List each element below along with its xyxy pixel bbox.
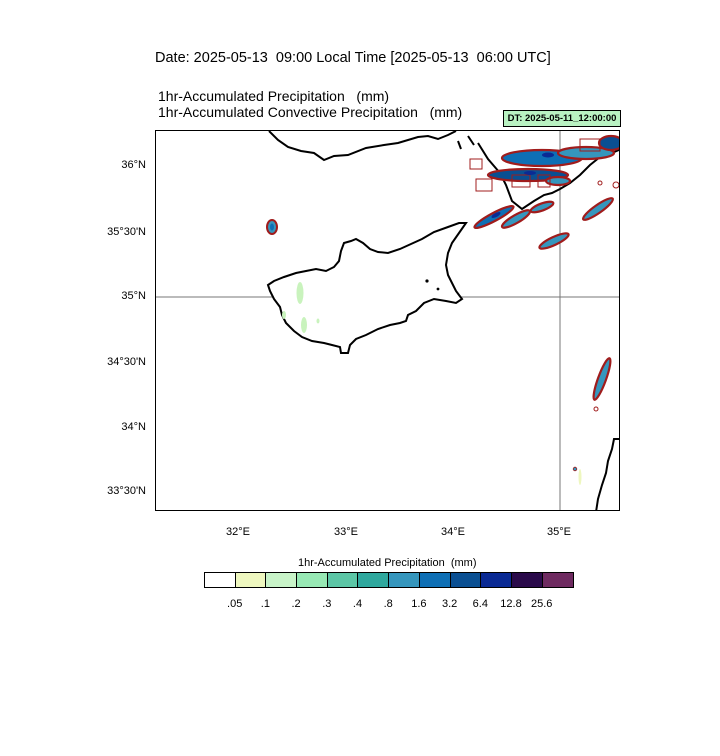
colorbar-swatch bbox=[542, 573, 574, 587]
lat-label-35-30n: 35°30'N bbox=[107, 226, 146, 238]
lon-label-35e: 35°E bbox=[547, 526, 571, 538]
lon-label-33e: 33°E bbox=[334, 526, 358, 538]
colorbar-swatch bbox=[297, 573, 328, 587]
convective-core bbox=[469, 138, 619, 412]
colorbar-swatch bbox=[419, 573, 451, 587]
colorbar-tick-label: 12.8 bbox=[500, 598, 522, 610]
precip-title: 1hr-Accumulated Precipitation (mm) bbox=[158, 88, 390, 104]
colorbar-tick-label: .05 bbox=[227, 598, 243, 610]
colorbar-tick-label: 1.6 bbox=[411, 598, 427, 610]
map-panel bbox=[155, 130, 620, 511]
colorbar bbox=[204, 572, 575, 588]
colorbar-swatch bbox=[358, 573, 390, 587]
colorbar-swatch bbox=[511, 573, 543, 587]
levant-coastline bbox=[595, 438, 619, 510]
dt-badge: DT: 2025-05-11_12:00:00 bbox=[503, 110, 621, 127]
colorbar-title: 1hr-Accumulated Precipitation (mm) bbox=[298, 557, 477, 569]
lat-label-34-30n: 34°30'N bbox=[107, 356, 146, 368]
lon-label-32e: 32°E bbox=[226, 526, 250, 538]
lat-label-36n: 36°N bbox=[121, 159, 146, 171]
map-canvas bbox=[156, 131, 619, 510]
colorbar-tick-label: 3.2 bbox=[441, 598, 458, 610]
lat-label-35n: 35°N bbox=[121, 290, 146, 302]
lat-label-33-30n: 33°30'N bbox=[107, 485, 146, 497]
turkey-coastline bbox=[268, 131, 457, 162]
colorbar-tick-label: .8 bbox=[383, 598, 393, 610]
lat-label-34n: 34°N bbox=[121, 421, 146, 433]
lon-label-34e: 34°E bbox=[441, 526, 465, 538]
colorbar-tick-label: .4 bbox=[352, 598, 363, 610]
colorbar-tick-label: .3 bbox=[322, 598, 332, 610]
convective-precip-title: 1hr-Accumulated Convective Precipitation… bbox=[158, 104, 463, 120]
convective-band-north bbox=[473, 134, 619, 401]
colorbar-tick-label: .1 bbox=[260, 598, 270, 610]
colorbar-swatch bbox=[481, 573, 512, 587]
colorbar-swatch bbox=[235, 573, 267, 587]
colorbar-tick-label: 25.6 bbox=[530, 598, 553, 610]
colorbar-swatch bbox=[450, 573, 482, 587]
colorbar-swatch bbox=[266, 573, 298, 587]
colorbar-swatch bbox=[327, 573, 359, 587]
date-title: Date: 2025-05-13 09:00 Local Time [2025-… bbox=[155, 50, 551, 66]
colorbar-tick-label: .2 bbox=[291, 598, 301, 610]
colorbar-tick-label: 6.4 bbox=[472, 598, 488, 610]
light-precip-area bbox=[296, 282, 304, 304]
colorbar-swatch bbox=[205, 573, 236, 587]
colorbar-swatch bbox=[389, 573, 420, 587]
